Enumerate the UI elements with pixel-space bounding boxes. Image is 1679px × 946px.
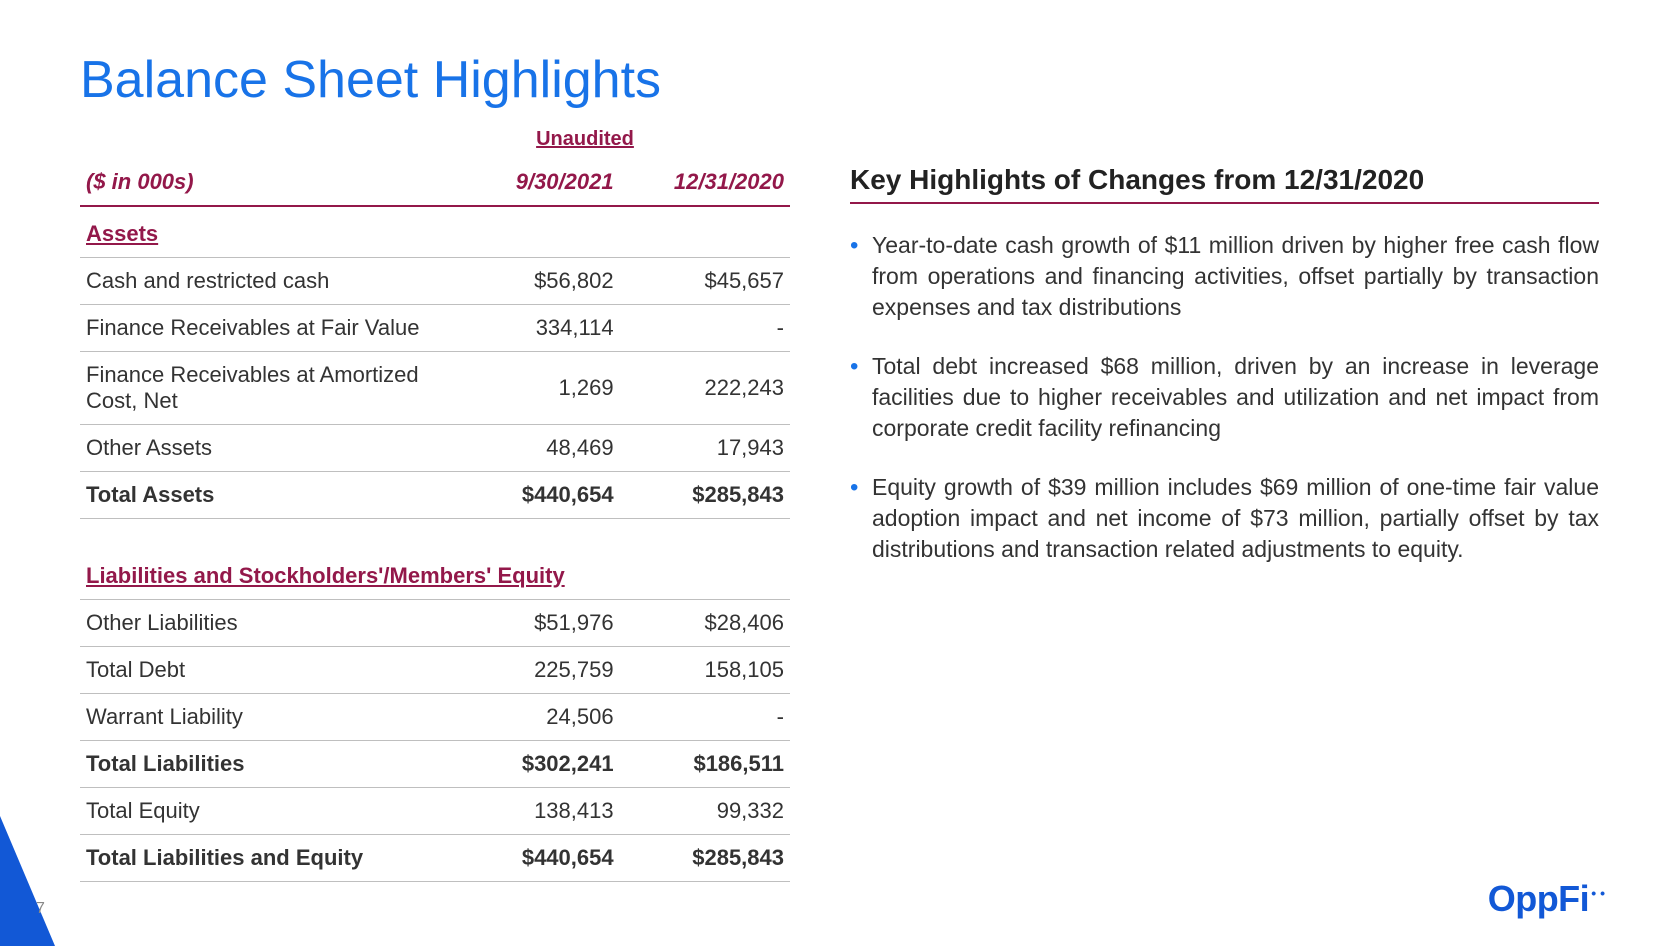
row-label: Other Assets (80, 425, 449, 472)
highlight-item: Equity growth of $39 million includes $6… (850, 472, 1599, 565)
row-label: Total Assets (80, 472, 449, 519)
row-value: $28,406 (620, 599, 790, 646)
section-assets-header: Assets (80, 206, 790, 258)
total-liabilities-equity-row: Total Liabilities and Equity $440,654 $2… (80, 834, 790, 881)
col-header-2: 12/31/2020 (620, 159, 790, 206)
total-liabilities-row: Total Liabilities $302,241 $186,511 (80, 740, 790, 787)
row-value: 225,759 (449, 646, 619, 693)
balance-sheet-table: ($ in 000s) 9/30/2021 12/31/2020 Assets … (80, 159, 790, 882)
row-value: 158,105 (620, 646, 790, 693)
row-value: 17,943 (620, 425, 790, 472)
row-value: 222,243 (620, 352, 790, 425)
total-equity-row: Total Equity 138,413 99,332 (80, 787, 790, 834)
row-value: $285,843 (620, 834, 790, 881)
table-row: Other Liabilities $51,976 $28,406 (80, 599, 790, 646)
section-assets-label: Assets (80, 206, 449, 258)
row-value: $285,843 (620, 472, 790, 519)
row-value: $56,802 (449, 258, 619, 305)
section-liabilities-label: Liabilities and Stockholders'/Members' E… (80, 549, 790, 600)
table-row: Finance Receivables at Amortized Cost, N… (80, 352, 790, 425)
row-value: 1,269 (449, 352, 619, 425)
row-label: Total Debt (80, 646, 449, 693)
table-row: Other Assets 48,469 17,943 (80, 425, 790, 472)
section-liabilities-header: Liabilities and Stockholders'/Members' E… (80, 549, 790, 600)
slide: Balance Sheet Highlights Unaudited ($ in… (0, 0, 1679, 946)
table-row: Cash and restricted cash $56,802 $45,657 (80, 258, 790, 305)
table-row: Total Debt 225,759 158,105 (80, 646, 790, 693)
logo-dots-icon: •• (1591, 885, 1609, 901)
row-value: 334,114 (449, 305, 619, 352)
highlight-item: Total debt increased $68 million, driven… (850, 351, 1599, 444)
row-label: Total Liabilities (80, 740, 449, 787)
row-value: 138,413 (449, 787, 619, 834)
row-value: $51,976 (449, 599, 619, 646)
row-value: 99,332 (620, 787, 790, 834)
row-label: Finance Receivables at Fair Value (80, 305, 449, 352)
highlights-title: Key Highlights of Changes from 12/31/202… (850, 164, 1599, 204)
content-row: Unaudited ($ in 000s) 9/30/2021 12/31/20… (80, 128, 1599, 882)
row-value: - (620, 305, 790, 352)
unaudited-label: Unaudited (80, 128, 790, 151)
table-header-row: ($ in 000s) 9/30/2021 12/31/2020 (80, 159, 790, 206)
total-assets-row: Total Assets $440,654 $285,843 (80, 472, 790, 519)
table-row: Warrant Liability 24,506 - (80, 693, 790, 740)
row-value: $186,511 (620, 740, 790, 787)
row-value: 24,506 (449, 693, 619, 740)
row-label: Total Liabilities and Equity (80, 834, 449, 881)
row-value: $440,654 (449, 472, 619, 519)
row-label: Finance Receivables at Amortized Cost, N… (80, 352, 449, 425)
row-value: $440,654 (449, 834, 619, 881)
table-row: Finance Receivables at Fair Value 334,11… (80, 305, 790, 352)
corner-decoration (0, 816, 55, 946)
page-number: 7 (36, 900, 45, 918)
row-label: Total Equity (80, 787, 449, 834)
page-title: Balance Sheet Highlights (80, 50, 1599, 110)
logo-text: OppFi (1488, 878, 1589, 919)
row-value: $302,241 (449, 740, 619, 787)
oppfi-logo: OppFi•• (1488, 878, 1609, 920)
row-value: $45,657 (620, 258, 790, 305)
highlight-item: Year-to-date cash growth of $11 million … (850, 230, 1599, 323)
row-value: 48,469 (449, 425, 619, 472)
row-label: Warrant Liability (80, 693, 449, 740)
col-header-1: 9/30/2021 (449, 159, 619, 206)
highlights-list: Year-to-date cash growth of $11 million … (850, 230, 1599, 565)
row-label: Other Liabilities (80, 599, 449, 646)
row-label: Cash and restricted cash (80, 258, 449, 305)
row-value: - (620, 693, 790, 740)
highlights-column: Key Highlights of Changes from 12/31/202… (850, 128, 1599, 882)
unit-label: ($ in 000s) (80, 159, 449, 206)
balance-sheet-column: Unaudited ($ in 000s) 9/30/2021 12/31/20… (80, 128, 790, 882)
